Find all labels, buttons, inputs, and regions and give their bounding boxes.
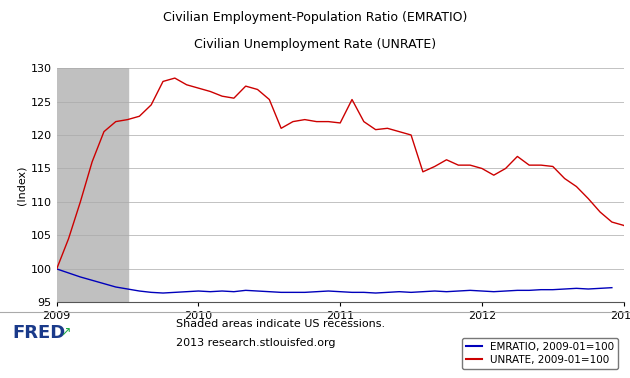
Text: Civilian Unemployment Rate (UNRATE): Civilian Unemployment Rate (UNRATE) <box>194 38 436 51</box>
Text: FRED: FRED <box>13 324 66 342</box>
Text: ↗: ↗ <box>60 326 71 339</box>
Y-axis label: (Index): (Index) <box>16 166 26 205</box>
Text: 2013 research.stlouisfed.org: 2013 research.stlouisfed.org <box>176 338 336 348</box>
Bar <box>57 68 128 302</box>
Legend: EMRATIO, 2009-01=100, UNRATE, 2009-01=100: EMRATIO, 2009-01=100, UNRATE, 2009-01=10… <box>462 338 619 369</box>
Text: Shaded areas indicate US recessions.: Shaded areas indicate US recessions. <box>176 319 386 329</box>
Text: Civilian Employment-Population Ratio (EMRATIO): Civilian Employment-Population Ratio (EM… <box>163 11 467 24</box>
